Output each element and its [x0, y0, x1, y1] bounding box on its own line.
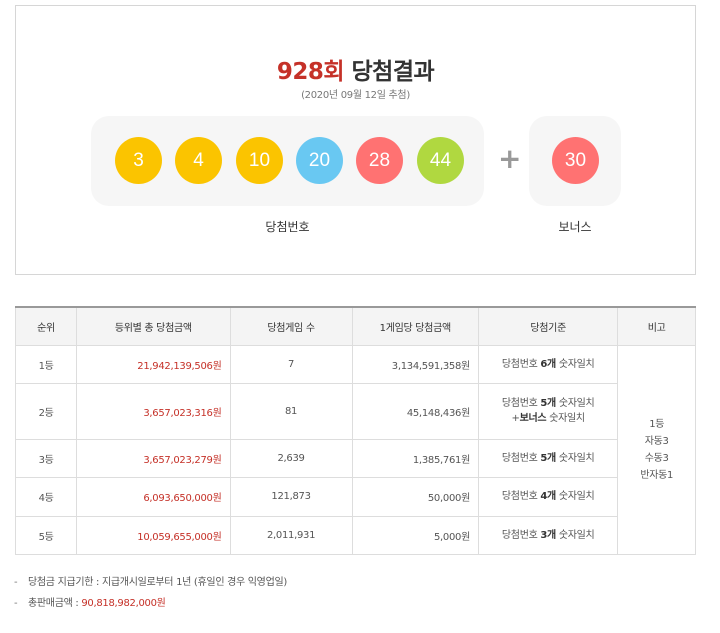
prize-per-game-cell: 45,148,436원: [351, 382, 479, 440]
rank-cell: 4등: [14, 477, 78, 517]
total-sales-label: 총판매금액 :: [28, 598, 82, 609]
prize-per-game-cell: 3,134,591,358원: [351, 344, 479, 384]
criteria-suffix: 숫자일치: [546, 413, 585, 425]
table-row: 3등 3,657,023,279원 2,639 1,385,761원 당첨번호 …: [14, 438, 696, 479]
winning-ball-3: 10: [236, 137, 283, 184]
rank-cell: 3등: [14, 438, 78, 479]
bonus-ball: 30: [552, 137, 599, 184]
header-note: 비고: [617, 307, 696, 346]
note-cell: 1등 자동3 수동3 반자동1: [617, 344, 696, 555]
list-item: - 총판매금액 : 90,818,982,000원: [14, 593, 287, 614]
draw-result-panel: 928회 당첨결과 (2020년 09월 12일 추첨) 3 4 10 20 2…: [15, 5, 696, 275]
winning-ball-5: 28: [356, 137, 403, 184]
total-prize-cell: 10,059,655,000원: [76, 515, 231, 556]
criteria-suffix: 숫자일치: [555, 491, 595, 503]
winner-count-cell: 81: [229, 382, 353, 440]
prize-table: 순위 등위별 총 당첨금액 당첨게임 수 1게임당 당첨금액 당첨기준 비고 1…: [14, 306, 696, 556]
criteria-count: 4개: [540, 491, 556, 503]
plus-icon: +: [498, 142, 522, 175]
bonus-label: 보너스: [558, 220, 592, 234]
title-text: 당첨결과: [351, 59, 435, 85]
criteria-suffix: 숫자일치: [555, 452, 595, 464]
criteria-count: 5개: [540, 452, 556, 464]
criteria-plus: +: [511, 413, 520, 425]
table-row: 1등 21,942,139,506원 7 3,134,591,358원 당첨번호…: [14, 344, 696, 555]
payout-deadline-text: 당첨금 지급기한 : 지급개시일로부터 1년 (휴일인 경우 익영업일): [28, 577, 287, 588]
header-prize-per-game: 1게임당 당첨금액: [351, 307, 479, 346]
dash-icon: -: [14, 598, 18, 609]
winner-count-cell: 2,011,931: [229, 515, 353, 556]
total-sales-value: 90,818,982,000원: [81, 598, 166, 609]
total-prize-cell: 3,657,023,316원: [76, 382, 231, 440]
list-item: - 당첨금 지급기한 : 지급개시일로부터 1년 (휴일인 경우 익영업일): [14, 572, 287, 593]
criteria-text: 당첨번호: [501, 491, 541, 503]
criteria-bonus: 보너스: [519, 413, 547, 425]
table-header-row: 순위 등위별 총 당첨금액 당첨게임 수 1게임당 당첨금액 당첨기준 비고: [14, 307, 696, 346]
header-total-prize: 등위별 총 당첨금액: [76, 307, 231, 346]
winner-count-cell: 121,873: [229, 477, 353, 517]
notes-list: - 당첨금 지급기한 : 지급개시일로부터 1년 (휴일인 경우 익영업일) -총…: [14, 572, 287, 614]
criteria-cell: 당첨번호 6개 숫자일치: [477, 344, 619, 384]
winning-ball-1: 3: [115, 137, 162, 184]
header-criteria: 당첨기준: [477, 307, 619, 346]
criteria-suffix: 숫자일치: [555, 529, 595, 541]
table-row: 4등 6,093,650,000원 121,873 50,000원 당첨번호 4…: [14, 477, 696, 517]
rank-cell: 5등: [14, 515, 78, 556]
rank-cell: 2등: [14, 382, 78, 440]
total-prize-cell: 3,657,023,279원: [76, 438, 231, 479]
winner-count-cell: 2,639: [229, 438, 353, 479]
winning-ball-4: 20: [296, 137, 343, 184]
note-line: 반자동1: [640, 469, 674, 481]
criteria-suffix: 숫자일치: [555, 398, 595, 410]
winning-numbers-panel: 3 4 10 20 28 44: [91, 116, 484, 206]
total-prize-cell: 6,093,650,000원: [76, 477, 231, 517]
prize-per-game-cell: 50,000원: [351, 477, 479, 517]
prize-per-game-cell: 5,000원: [351, 515, 479, 556]
note-line: 수동3: [644, 452, 669, 464]
header-rank: 순위: [14, 307, 78, 346]
rank-cell: 1등: [14, 344, 78, 384]
winning-numbers-label: 당첨번호: [265, 220, 310, 234]
criteria-count: 5개: [540, 398, 556, 410]
winner-count-cell: 7: [229, 344, 353, 384]
note-line: 1등: [649, 418, 665, 430]
prize-per-game-cell: 1,385,761원: [351, 438, 479, 479]
criteria-text: 당첨번호: [501, 529, 541, 541]
bonus-number-panel: 30: [529, 116, 621, 206]
dash-icon: -: [14, 577, 18, 588]
winning-ball-2: 4: [175, 137, 222, 184]
draw-date: (2020년 09월 12일 추첨): [301, 90, 410, 101]
criteria-suffix: 숫자일치: [555, 358, 595, 370]
criteria-text: 당첨번호: [501, 358, 541, 370]
criteria-cell: 당첨번호 5개 숫자일치 +보너스 숫자일치: [477, 382, 619, 440]
header-winner-count: 당첨게임 수: [229, 307, 353, 346]
criteria-count: 6개: [540, 358, 556, 370]
criteria-cell: 당첨번호 5개 숫자일치: [477, 438, 619, 479]
page-title: 928회 당첨결과: [16, 52, 695, 86]
criteria-text: 당첨번호: [501, 452, 541, 464]
table-row: 2등 3,657,023,316원 81 45,148,436원 당첨번호 5개…: [14, 382, 696, 440]
note-line: 자동3: [644, 435, 669, 447]
criteria-cell: 당첨번호 3개 숫자일치: [477, 515, 619, 556]
total-prize-cell: 21,942,139,506원: [76, 344, 231, 384]
winning-ball-6: 44: [417, 137, 464, 184]
table-row: 5등 10,059,655,000원 2,011,931 5,000원 당첨번호…: [14, 515, 696, 556]
criteria-text: 당첨번호: [501, 398, 541, 410]
round-number: 928회: [276, 59, 345, 85]
criteria-count: 3개: [540, 529, 556, 541]
criteria-cell: 당첨번호 4개 숫자일치: [477, 477, 619, 517]
